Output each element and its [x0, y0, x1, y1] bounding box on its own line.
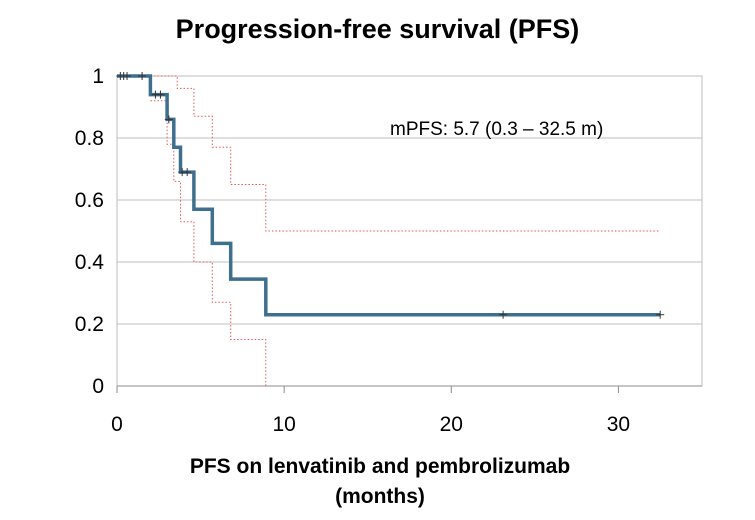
- upper-ci-line: [150, 75, 661, 232]
- survival-curve: [117, 74, 661, 317]
- censor-mark-5: [156, 90, 165, 99]
- median-pfs-annotation: mPFS: 5.7 (0.3 – 32.5 m): [390, 119, 603, 140]
- x-tick-label-3: 30: [607, 413, 630, 436]
- x-tick-label-0: 0: [111, 413, 123, 436]
- censor-mark-10: [656, 310, 665, 319]
- gridlines: [117, 75, 702, 325]
- y-tick-label-1: 0.2: [75, 313, 104, 336]
- x-axis-label-line1: PFS on lenvatinib and pembrolizumab: [189, 455, 571, 478]
- y-tick-label-5: 1: [92, 65, 104, 88]
- censor-mark-2: [123, 72, 132, 80]
- y-tick-labels: 0 0.2 0.4 0.6 0.8 1: [75, 65, 105, 398]
- censor-marks: [116, 72, 665, 319]
- x-tick-label-1: 10: [272, 413, 295, 436]
- censor-mark-9: [499, 310, 508, 319]
- x-tick-labels: 0 10 20 30: [111, 413, 630, 436]
- lower-ci-line: [150, 100, 267, 386]
- chart-title: Progression-free survival (PFS): [175, 14, 580, 44]
- estimate-line: [117, 74, 661, 317]
- censor-mark-6: [164, 115, 173, 124]
- y-tick-label-4: 0.8: [75, 127, 104, 150]
- x-tick-label-2: 20: [440, 413, 463, 436]
- confidence-bands: [150, 75, 661, 386]
- plot-frame: [116, 75, 703, 393]
- y-tick-label-3: 0.6: [75, 189, 104, 212]
- y-tick-label-2: 0.4: [75, 251, 105, 274]
- censor-mark-8: [183, 168, 192, 177]
- censor-mark-3: [138, 72, 147, 80]
- x-axis-label-line2: (months): [335, 485, 425, 508]
- y-tick-label-0: 0: [92, 375, 104, 398]
- x-axis-label: PFS on lenvatinib and pembrolizumab (mon…: [140, 452, 620, 512]
